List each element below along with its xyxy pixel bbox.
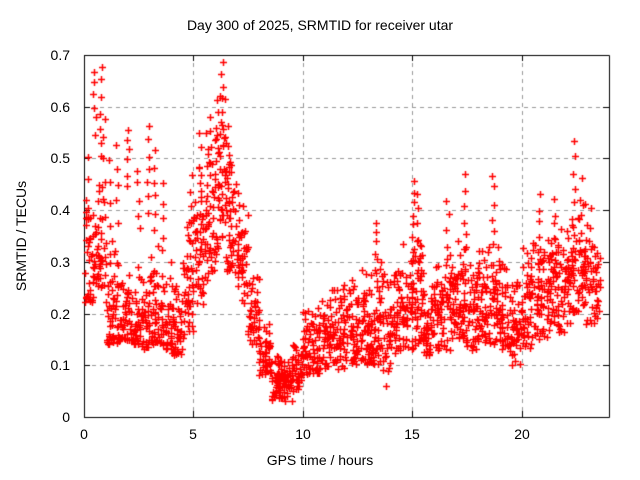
chart-title: Day 300 of 2025, SRMTID for receiver uta… (186, 17, 454, 33)
y-tick-label: 0.1 (50, 357, 70, 373)
x-tick-label: 20 (514, 426, 530, 442)
x-tick-label: 15 (404, 426, 420, 442)
y-tick-label: 0.3 (50, 254, 70, 270)
x-axis-label: GPS time / hours (266, 452, 374, 468)
x-tick-label: 0 (80, 426, 88, 442)
y-tick-label: 0.6 (50, 99, 70, 115)
x-tick-label: 10 (295, 426, 311, 442)
y-axis-label: SRMTID / TECUs (13, 180, 29, 292)
y-tick-label: 0.7 (50, 47, 70, 63)
x-tick-label: 5 (189, 426, 197, 442)
y-tick-label: 0.4 (50, 202, 70, 218)
y-tick-label: 0.2 (50, 306, 70, 322)
y-tick-label: 0 (62, 409, 70, 425)
y-tick-label: 0.5 (50, 150, 70, 166)
